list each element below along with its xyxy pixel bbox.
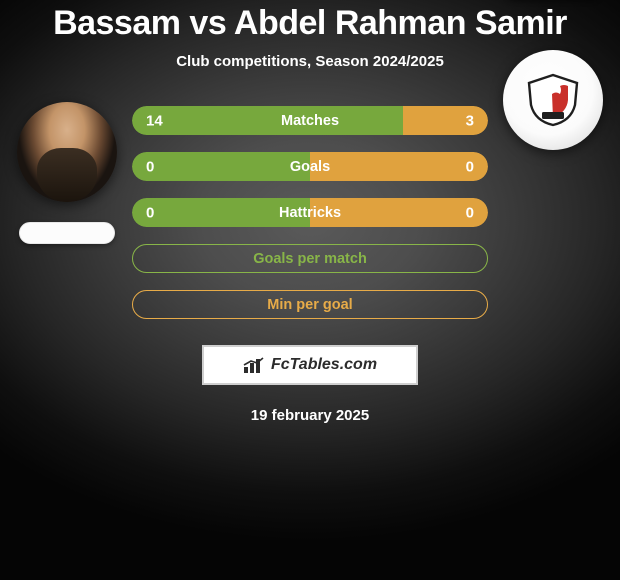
player-right-column [488, 106, 618, 150]
bars-icon [243, 356, 265, 374]
player-right-avatar [503, 50, 603, 150]
club-crest-icon [520, 72, 586, 128]
stat-label: Goals [290, 159, 330, 175]
stat-label: Matches [281, 113, 339, 129]
bar-fill-left [132, 152, 310, 181]
stat-label: Goals per match [253, 251, 367, 267]
stat-bar: Goals per match [132, 244, 488, 273]
main-row: 14 3 Matches 0 0 Goals 0 0 Hattricks Goals per ma… [0, 106, 620, 319]
stat-left-value: 0 [146, 158, 154, 175]
player-left-column [2, 106, 132, 244]
stat-bar: 0 0 Goals [132, 152, 488, 181]
bar-fill-left [132, 106, 403, 135]
bar-fill-right [310, 152, 488, 181]
page-title: Bassam vs Abdel Rahman Samir [53, 4, 567, 43]
stat-label: Min per goal [267, 297, 352, 313]
player-left-avatar [17, 102, 117, 202]
stat-bars: 14 3 Matches 0 0 Goals 0 0 Hattricks Goals per ma… [132, 106, 488, 319]
source-logo-text: FcTables.com [271, 356, 377, 374]
stat-left-value: 14 [146, 112, 163, 129]
stat-left-value: 0 [146, 204, 154, 221]
player-left-flag-pill [19, 222, 115, 244]
stat-right-value: 0 [466, 158, 474, 175]
bar-fill-right [403, 106, 488, 135]
stat-bar: 0 0 Hattricks [132, 198, 488, 227]
stat-right-value: 3 [466, 112, 474, 129]
snapshot-date: 19 february 2025 [251, 407, 369, 424]
stat-right-value: 0 [466, 204, 474, 221]
stat-bar: 14 3 Matches [132, 106, 488, 135]
comparison-card: Bassam vs Abdel Rahman Samir Club compet… [0, 0, 620, 580]
stat-bar: Min per goal [132, 290, 488, 319]
source-logo: FcTables.com [202, 345, 418, 385]
subtitle: Club competitions, Season 2024/2025 [176, 53, 444, 70]
stat-label: Hattricks [279, 205, 341, 221]
